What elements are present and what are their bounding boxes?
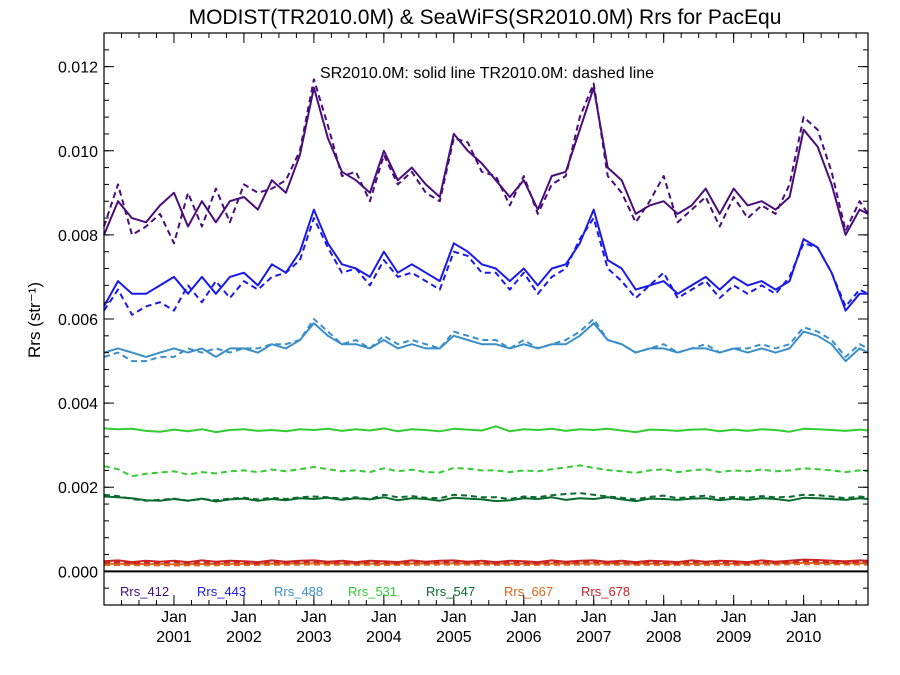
x-tick-label-month: Jan: [301, 609, 327, 626]
legend: Rrs_412 Rrs_443 Rrs_488 Rrs_531 Rrs_547 Rrs_6…: [120, 584, 630, 599]
y-tick-label: 0.002: [58, 480, 98, 497]
x-tick-label-year: 2006: [506, 629, 542, 646]
series-line-rrs-531-dashed: [103, 464, 869, 478]
legend-entry-rrs-488: Rrs_488: [274, 584, 323, 599]
series-line-rrs-488-dashed: [103, 318, 869, 363]
x-tick-label-month: Jan: [161, 609, 187, 626]
plot-frame: [103, 32, 869, 606]
legend-entry-rrs-412: Rrs_412: [120, 584, 169, 599]
series-line-rrs-667-dashed: [103, 563, 869, 567]
axis-layer: 0.000 0.002 0.004 0.006 0.008 0.010 0.012 Jan 20…: [58, 32, 868, 646]
series-line-rrs-488-solid: [103, 322, 869, 363]
series-line-rrs-412-solid: [103, 86, 869, 236]
x-tick-label-year: 2005: [436, 629, 472, 646]
line-style-annotation: SR2010.0M: solid line TR2010.0M: dashed …: [320, 65, 654, 82]
y-tick-label: 0.010: [58, 144, 98, 161]
legend-entry-rrs-531: Rrs_531: [348, 584, 397, 599]
y-tick-label: 0.000: [58, 564, 98, 581]
x-tick-label-year: 2002: [226, 629, 262, 646]
series-line-rrs-412-dashed: [103, 78, 869, 245]
x-tick-label-month: Jan: [441, 609, 467, 626]
x-tick-label-year: 2009: [716, 629, 752, 646]
x-tick-label-month: Jan: [511, 609, 537, 626]
series-line-rrs-443-dashed: [103, 217, 869, 316]
x-tick-label-month: Jan: [581, 609, 607, 626]
y-tick-label: 0.006: [58, 312, 98, 329]
y-tick-label: 0.008: [58, 228, 98, 245]
legend-entry-rrs-547: Rrs_547: [426, 584, 475, 599]
x-tick-label-year: 2007: [576, 629, 612, 646]
chart-title: MODIST(TR2010.0M) & SeaWiFS(SR2010.0M) R…: [189, 6, 782, 29]
x-tick-label-month: Jan: [371, 609, 397, 626]
x-tick-label-year: 2010: [786, 629, 822, 646]
x-tick-label-month: Jan: [651, 609, 677, 626]
x-tick-label-month: Jan: [721, 609, 747, 626]
legend-entry-rrs-443: Rrs_443: [197, 584, 246, 599]
x-tick-label-month: Jan: [791, 609, 817, 626]
series-line-rrs-531-solid: [103, 425, 869, 434]
y-axis-label: Rrs (str⁻¹): [25, 282, 44, 358]
series-layer: [103, 78, 869, 573]
x-tick-label-year: 2004: [366, 629, 402, 646]
series-line-rrs-443-solid: [103, 208, 868, 312]
series-line-rrs-547-solid: [103, 495, 869, 503]
legend-entry-rrs-667: Rrs_667: [504, 584, 553, 599]
x-tick-label-month: Jan: [231, 609, 257, 626]
series-line-rrs-678-solid: [103, 558, 869, 564]
x-tick-label-year: 2003: [296, 629, 332, 646]
x-tick-label-year: 2001: [156, 629, 192, 646]
series-line-rrs-678-dashed: [103, 560, 869, 565]
legend-entry-rrs-678: Rrs_678: [581, 584, 630, 599]
x-tick-label-year: 2008: [646, 629, 682, 646]
y-tick-label: 0.012: [58, 60, 98, 77]
y-tick-label: 0.004: [58, 396, 98, 413]
